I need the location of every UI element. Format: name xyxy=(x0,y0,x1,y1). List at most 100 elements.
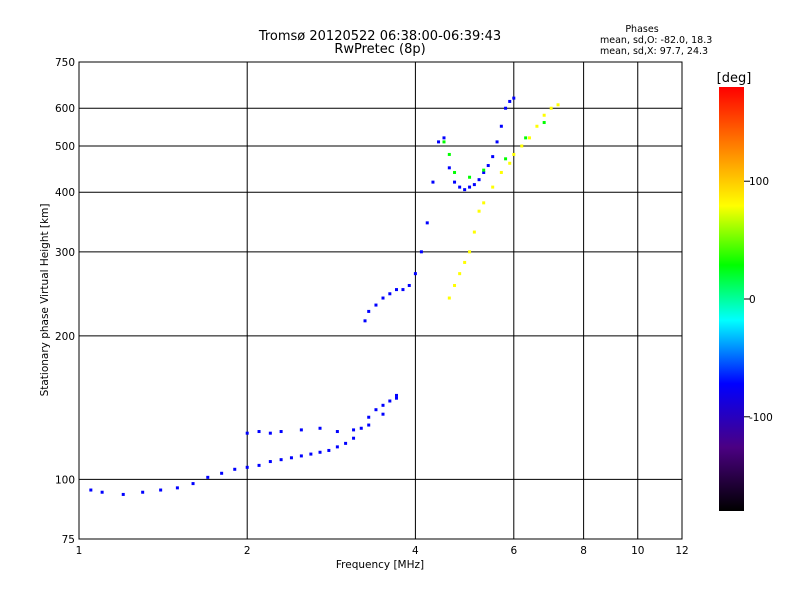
chart-subtitle: RwPretec (8p) xyxy=(334,42,425,57)
data-point xyxy=(442,136,446,140)
data-point xyxy=(504,157,508,161)
data-point xyxy=(495,140,499,144)
data-point xyxy=(482,170,486,174)
colorbar-tick-label: -100 xyxy=(749,412,773,424)
data-point xyxy=(447,166,451,170)
colorbar-tick-label: 0 xyxy=(749,294,756,306)
data-point xyxy=(374,303,378,307)
data-point xyxy=(121,492,125,496)
data-point xyxy=(206,475,210,479)
y-tick-label: 600 xyxy=(55,103,75,115)
data-point xyxy=(394,288,398,292)
data-point xyxy=(468,175,472,179)
data-point xyxy=(220,471,224,475)
x-tick-label: 8 xyxy=(580,545,587,557)
data-point xyxy=(477,209,481,213)
data-point xyxy=(344,441,348,445)
data-point xyxy=(89,488,93,492)
data-point xyxy=(472,183,476,187)
data-point xyxy=(257,430,261,434)
data-point xyxy=(359,426,363,430)
data-point xyxy=(159,488,163,492)
data-point xyxy=(482,168,486,172)
data-point xyxy=(367,415,371,419)
x-axis-label: Frequency [MHz] xyxy=(336,559,424,571)
y-tick-label: 500 xyxy=(55,141,75,153)
data-point xyxy=(233,467,237,471)
data-point xyxy=(447,152,451,156)
data-point xyxy=(453,170,457,174)
data-point xyxy=(299,428,303,432)
data-point xyxy=(468,185,472,189)
y-tick-label: 100 xyxy=(55,474,75,486)
data-point xyxy=(394,393,398,397)
data-point xyxy=(367,309,371,313)
data-point xyxy=(437,140,441,144)
data-point xyxy=(453,180,457,184)
colorbar xyxy=(719,87,744,511)
data-point xyxy=(279,458,283,462)
data-point xyxy=(245,431,249,435)
phases-o-stats: mean, sd,O: -82.0, 18.3 xyxy=(600,35,712,46)
data-point xyxy=(535,124,539,128)
data-point xyxy=(508,161,512,165)
chart-title: Tromsø 20120522 06:38:00-06:39:43 xyxy=(258,29,501,44)
data-point xyxy=(482,201,486,205)
data-point xyxy=(499,170,503,174)
data-point xyxy=(458,272,462,276)
data-point xyxy=(542,113,546,117)
x-tick-label: 1 xyxy=(76,545,83,557)
data-point xyxy=(388,292,392,296)
data-point xyxy=(335,445,339,449)
grid-lines xyxy=(79,62,682,539)
data-points xyxy=(89,96,560,496)
data-point xyxy=(245,465,249,469)
data-point xyxy=(491,185,495,189)
data-point xyxy=(472,230,476,234)
y-axis-label: Stationary phase Virtual Height [km] xyxy=(39,204,51,397)
data-point xyxy=(463,260,467,264)
data-point xyxy=(447,296,451,300)
data-point xyxy=(453,283,457,287)
data-point xyxy=(512,96,516,100)
data-point xyxy=(363,319,367,323)
data-point xyxy=(352,436,356,440)
data-point xyxy=(381,296,385,300)
phases-heading: Phases xyxy=(625,24,658,35)
data-point xyxy=(381,412,385,416)
data-point xyxy=(504,106,508,110)
data-point xyxy=(499,124,503,128)
data-point xyxy=(394,396,398,400)
y-tick-label: 75 xyxy=(62,534,75,546)
x-tick-label: 12 xyxy=(675,545,688,557)
data-point xyxy=(100,490,104,494)
data-point xyxy=(549,106,553,110)
data-point xyxy=(425,221,429,225)
x-tick-label: 2 xyxy=(244,545,251,557)
data-point xyxy=(309,452,313,456)
data-point xyxy=(352,428,356,432)
data-point xyxy=(318,450,322,454)
phases-x-stats: mean, sd,X: 97.7, 24.3 xyxy=(600,46,708,57)
data-point xyxy=(367,423,371,427)
data-point xyxy=(257,463,261,467)
data-point xyxy=(542,121,546,125)
data-point xyxy=(318,426,322,430)
data-point xyxy=(413,272,417,276)
colorbar-ticks: 100 0 -100 xyxy=(744,176,773,424)
data-point xyxy=(279,430,283,434)
data-point xyxy=(458,185,462,189)
data-point xyxy=(407,283,411,287)
data-point xyxy=(374,408,378,412)
data-point xyxy=(520,144,524,148)
data-point xyxy=(419,250,423,254)
colorbar-tick-label: 100 xyxy=(749,176,769,188)
data-point xyxy=(486,164,490,168)
x-tick-label: 10 xyxy=(631,545,644,557)
data-point xyxy=(477,178,481,182)
data-point xyxy=(463,188,467,192)
data-point xyxy=(512,152,516,156)
plot-area xyxy=(78,61,683,540)
